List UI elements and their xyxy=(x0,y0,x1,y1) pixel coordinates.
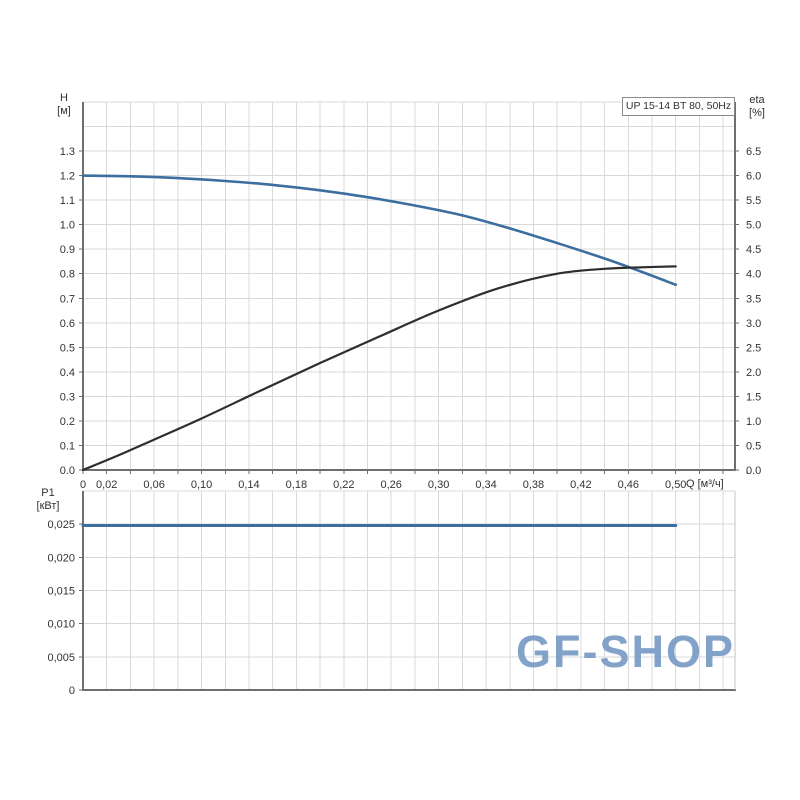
right-tick-label: 1.0 xyxy=(746,416,761,428)
flow-axis-label: Q [м³/ч] xyxy=(686,478,724,490)
right-tick-label: 1.5 xyxy=(746,391,761,403)
right-tick-label: 2.0 xyxy=(746,367,761,379)
left-tick-label: 0,025 xyxy=(47,519,75,531)
right-tick-label: 4.0 xyxy=(746,269,761,281)
x-tick-label: 0,14 xyxy=(238,479,259,491)
left-tick-label: 0.9 xyxy=(60,244,75,256)
pump-model-badge: UP 15-14 BT 80, 50Hz xyxy=(622,97,735,116)
left-tick-label: 0,020 xyxy=(47,552,75,564)
x-tick-label: 0,06 xyxy=(143,479,164,491)
power-axis-symbol: P1 xyxy=(41,487,55,499)
x-tick-label: 0,42 xyxy=(570,479,591,491)
right-tick-label: 0.5 xyxy=(746,440,761,452)
x-tick-label: 0,46 xyxy=(618,479,639,491)
curve-eta-efficiency-curve xyxy=(81,265,677,472)
left-tick-label: 0.5 xyxy=(60,342,75,354)
eta-axis-symbol: eta xyxy=(749,94,765,106)
left-tick-label: 0.8 xyxy=(60,269,75,281)
left-tick-label: 0.3 xyxy=(60,391,75,403)
x-tick-label: 0,18 xyxy=(286,479,307,491)
x-tick-label: 0,34 xyxy=(475,479,496,491)
x-tick-label: 0,10 xyxy=(191,479,212,491)
left-tick-label: 0.0 xyxy=(60,465,75,477)
left-tick-label: 0.2 xyxy=(60,416,75,428)
left-tick-label: 0.1 xyxy=(60,440,75,452)
x-tick-label: 0,30 xyxy=(428,479,449,491)
x-tick-label: 0,26 xyxy=(381,479,402,491)
x-tick-label: 0 xyxy=(80,479,86,491)
right-tick-label: 2.5 xyxy=(746,342,761,354)
left-tick-label: 0.6 xyxy=(60,318,75,330)
x-tick-label: 0,38 xyxy=(523,479,544,491)
left-tick-label: 0,015 xyxy=(47,586,75,598)
right-tick-label: 6.5 xyxy=(746,146,761,158)
head-axis-symbol: H xyxy=(60,92,68,104)
head-axis-title: H [м] xyxy=(46,92,82,118)
eta-axis-unit: [%] xyxy=(749,107,765,119)
left-tick-label: 1.3 xyxy=(60,146,75,158)
left-tick-label: 1.0 xyxy=(60,220,75,232)
right-tick-label: 3.5 xyxy=(746,293,761,305)
right-tick-label: 3.0 xyxy=(746,318,761,330)
right-tick-label: 6.0 xyxy=(746,171,761,183)
x-tick-label: 0,22 xyxy=(333,479,354,491)
left-tick-label: 1.2 xyxy=(60,171,75,183)
curve-h-q-pump-curve xyxy=(81,174,678,287)
left-tick-label: 0.7 xyxy=(60,293,75,305)
right-tick-label: 4.5 xyxy=(746,244,761,256)
left-tick-label: 0,005 xyxy=(47,652,75,664)
right-tick-label: 5.0 xyxy=(746,220,761,232)
eta-axis-title: eta [%] xyxy=(739,94,775,120)
left-tick-label: 0 xyxy=(69,685,75,697)
power-axis-unit: [кВт] xyxy=(36,500,60,512)
left-tick-label: 1.1 xyxy=(60,195,75,207)
head-axis-unit: [м] xyxy=(57,105,71,117)
power-axis-title: P1 [кВт] xyxy=(28,487,68,513)
right-tick-label: 0.0 xyxy=(746,465,761,477)
x-tick-label: 0,02 xyxy=(96,479,117,491)
x-tick-label: 0,50 xyxy=(665,479,686,491)
gf-shop-watermark: GF-SHOP xyxy=(516,626,736,677)
right-tick-label: 5.5 xyxy=(746,195,761,207)
left-tick-label: 0.4 xyxy=(60,367,75,379)
left-tick-label: 0,010 xyxy=(47,619,75,631)
